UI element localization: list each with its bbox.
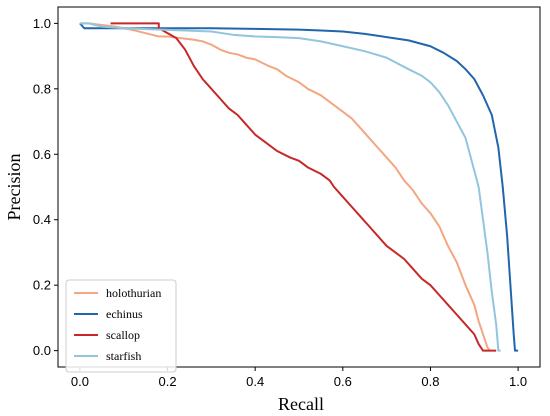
y-tick-label: 0.8 [33, 81, 51, 96]
x-axis-ticks: 0.0 0.2 0.4 0.6 0.8 1.0 [71, 367, 527, 389]
x-tick-label: 0.0 [71, 374, 89, 389]
x-tick-label: 1.0 [509, 374, 527, 389]
series-line-starfish [79, 22, 501, 352]
y-tick-label: 0.6 [33, 147, 51, 162]
axes-frame [57, 6, 541, 368]
y-axis-ticks: 0.0 0.2 0.4 0.6 0.8 1.0 [33, 16, 58, 358]
y-tick-label: 1.0 [33, 16, 51, 31]
x-tick-label: 0.4 [246, 374, 264, 389]
legend-box [65, 279, 177, 373]
series-line-scallop [110, 22, 497, 352]
plot-frame [57, 6, 541, 368]
x-tick-label: 0.6 [334, 374, 352, 389]
y-axis-label: Precision [4, 154, 24, 221]
y-tick-label: 0.2 [33, 278, 51, 293]
series-line-echinus [79, 22, 519, 352]
x-tick-label: 0.2 [159, 374, 177, 389]
series-lines [79, 22, 519, 352]
legend: holothurian echinus scallop starfish [65, 279, 177, 373]
x-axis-label: Recall [278, 394, 324, 414]
y-tick-label: 0.0 [33, 343, 51, 358]
series-line-holothurian [79, 22, 491, 352]
legend-label: echinus [106, 307, 143, 321]
x-tick-label: 0.8 [421, 374, 439, 389]
legend-label: holothurian [106, 286, 161, 300]
legend-label: scallop [106, 328, 140, 342]
legend-label: starfish [106, 349, 141, 363]
y-tick-label: 0.4 [33, 212, 51, 227]
